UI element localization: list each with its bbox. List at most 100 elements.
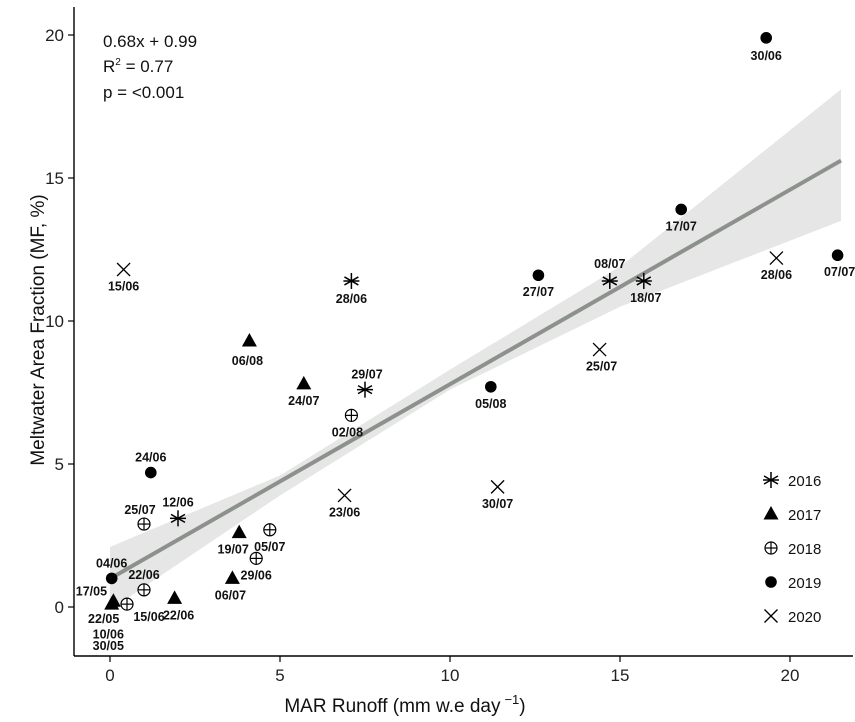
point-label: 17/07	[666, 219, 697, 233]
point-2018-circle-plus-icon	[137, 517, 151, 531]
point-2016-asterisk-icon	[343, 272, 360, 289]
point-2020-x-icon	[769, 251, 784, 266]
point-2020-x-icon	[592, 342, 607, 357]
point-label: 18/07	[630, 291, 661, 305]
point-2018-circle-plus-icon	[263, 523, 277, 537]
point-2017-triangle-icon	[224, 570, 240, 584]
point-label: 25/07	[124, 503, 155, 517]
point-label: 15/06	[133, 610, 164, 624]
point-label: 05/07	[254, 540, 285, 554]
point-2019-circle-icon	[145, 466, 157, 479]
legend-item-2016: 2016	[763, 472, 821, 490]
data-points	[104, 32, 844, 611]
legend-item-2019: 2019	[765, 575, 821, 592]
legend-circle-plus-icon	[764, 541, 778, 555]
legend-item-2020: 2020	[764, 609, 821, 626]
x-tick-label: 5	[275, 666, 284, 685]
point-2020-x-icon	[337, 488, 352, 503]
regression-line	[109, 158, 842, 581]
r2-prefix: R	[103, 57, 115, 76]
x-axis-title-superscript: −1	[504, 692, 519, 707]
point-label: 29/06	[241, 568, 272, 582]
point-2019-circle-icon	[675, 203, 687, 216]
point-2018-circle-plus-icon	[120, 597, 134, 611]
axes: 0 5 10 15 20 0 5 10 15 20	[45, 7, 853, 685]
point-label: 28/06	[761, 268, 792, 282]
point-label: 02/08	[332, 425, 363, 439]
point-label: 29/07	[351, 368, 382, 382]
y-tick-label: 15	[45, 169, 64, 188]
point-2018-circle-plus-icon	[249, 551, 263, 565]
point-label: 05/08	[475, 397, 506, 411]
point-labels: 28/06 29/07 08/07 18/07 12/06 06/08 24/07 19/07…	[76, 49, 855, 653]
point-label: 12/06	[162, 495, 193, 509]
point-2018-circle-plus-icon	[137, 583, 151, 597]
r-squared-text: R2 = 0.77	[103, 57, 173, 76]
x-tick-label: 15	[611, 666, 630, 685]
point-2019-circle-icon	[532, 269, 545, 282]
point-2016-asterisk-icon	[170, 510, 186, 527]
point-label: 15/06	[108, 280, 139, 294]
point-2019-circle-icon	[485, 380, 497, 393]
legend-item-2017: 2017	[763, 506, 821, 524]
point-label: 06/08	[232, 354, 263, 368]
y-tick-label: 0	[55, 598, 64, 617]
point-label: 30/06	[751, 49, 782, 63]
point-2016-asterisk-icon	[635, 272, 652, 289]
point-label: 08/07	[594, 257, 625, 271]
y-axis-title: Meltwater Area Fraction (MF, %)	[28, 194, 49, 465]
x-axis-title-close: )	[519, 696, 525, 717]
equation-text: 0.68x + 0.99	[103, 32, 197, 51]
legend-label: 2017	[788, 507, 821, 524]
point-2017-triangle-icon	[104, 596, 120, 610]
point-2017-triangle-icon	[296, 375, 312, 390]
point-2017-triangle-icon	[231, 524, 247, 539]
point-label: 23/06	[329, 505, 360, 519]
point-label: 22/05	[88, 612, 119, 626]
legend-circle-icon	[765, 576, 777, 588]
point-2019-circle-icon	[105, 572, 118, 585]
point-label: 04/06	[96, 556, 127, 570]
point-label: 22/06	[163, 608, 194, 622]
x-tick-label: 20	[781, 666, 800, 685]
point-2017-triangle-icon	[167, 590, 183, 604]
point-2017-triangle-icon	[241, 333, 257, 347]
x-axis-title-main: MAR Runoff (mm w.e day	[284, 696, 501, 717]
legend-item-2018: 2018	[764, 541, 821, 558]
point-label: 25/07	[586, 360, 617, 374]
point-label: 28/06	[336, 292, 367, 306]
p-value-text: p = <0.001	[103, 83, 184, 102]
point-label: 19/07	[218, 543, 249, 557]
point-2018-circle-plus-icon	[344, 408, 358, 422]
x-axis-title: MAR Runoff (mm w.e day −1)	[284, 692, 525, 717]
r2-value: = 0.77	[121, 57, 173, 76]
legend-label: 2018	[788, 541, 821, 558]
point-2020-x-icon	[490, 479, 505, 494]
legend-label: 2019	[788, 575, 821, 592]
point-label: 24/07	[288, 394, 319, 408]
point-label: 07/07	[824, 265, 855, 279]
point-2016-asterisk-icon	[601, 272, 618, 289]
x-tick-label: 10	[441, 666, 460, 685]
point-label: 24/06	[135, 451, 166, 465]
point-2020-x-icon	[116, 262, 131, 277]
r2-superscript: 2	[115, 57, 121, 68]
legend-triangle-icon	[763, 506, 779, 520]
x-tick-label: 0	[105, 666, 114, 685]
legend: 2016 2017 2018 2019 2020	[763, 472, 821, 626]
legend-label: 2016	[788, 473, 821, 490]
y-tick-label: 5	[55, 455, 64, 474]
regression-layer	[109, 89, 842, 610]
point-label: 06/07	[215, 588, 246, 602]
legend-asterisk-icon	[763, 472, 779, 488]
y-tick-label: 20	[45, 26, 64, 45]
point-label: 27/07	[523, 285, 554, 299]
point-label: 30/07	[482, 497, 513, 511]
confidence-band	[110, 89, 841, 610]
regression-stats: 0.68x + 0.99 R2 = 0.77 p = <0.001	[103, 32, 197, 102]
point-label: 22/06	[128, 568, 159, 582]
legend-label: 2020	[788, 609, 821, 626]
point-label: 30/05	[93, 639, 124, 653]
y-tick-label: 10	[45, 312, 64, 331]
